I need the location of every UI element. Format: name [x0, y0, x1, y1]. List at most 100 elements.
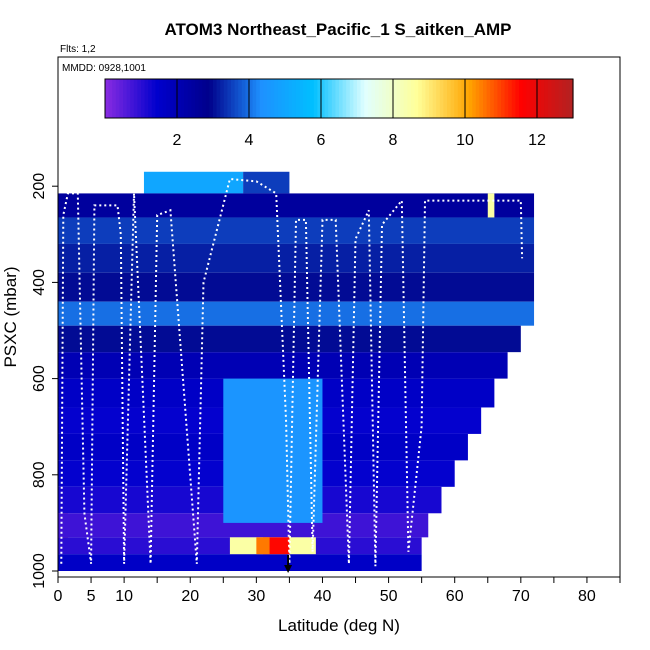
x-tick-label: 80 [578, 588, 596, 605]
colorbar-segment [540, 79, 545, 118]
colorbar-segment [205, 79, 210, 118]
colorbar-segment [429, 79, 434, 118]
colorbar-segment [130, 79, 135, 118]
colorbar-segment [555, 79, 560, 118]
colorbar-segment [177, 79, 182, 118]
colorbar-segment [364, 79, 369, 118]
colorbar-segment [241, 79, 246, 118]
colorbar-segment [159, 79, 164, 118]
colorbar-segment [414, 79, 419, 118]
colorbar-segment [475, 79, 480, 118]
colorbar-segment [504, 79, 509, 118]
colorbar-segment [141, 79, 146, 118]
colorbar-segment [454, 79, 459, 118]
colorbar-segment [407, 79, 412, 118]
colorbar-segment [317, 79, 322, 118]
x-tick-label: 50 [380, 588, 398, 605]
colorbar-segment [223, 79, 228, 118]
colorbar-segment [292, 79, 297, 118]
colorbar-segment [367, 79, 372, 118]
colorbar-segment [151, 79, 156, 118]
colorbar-segment [198, 79, 203, 118]
colorbar-segment [411, 79, 416, 118]
colorbar-segment [191, 79, 196, 118]
colorbar-segment [202, 79, 207, 118]
x-tick-label: 0 [54, 588, 63, 605]
colorbar-segment [418, 79, 423, 118]
colorbar-segment [162, 79, 167, 118]
x-tick-label: 30 [247, 588, 265, 605]
colorbar-segment [277, 79, 282, 118]
colorbar-tick-label: 12 [528, 132, 546, 149]
colorbar-segment [447, 79, 452, 118]
colorbar-segment [169, 79, 174, 118]
colorbar-segment [371, 79, 376, 118]
colorbar-segment [148, 79, 153, 118]
colorbar-segment [479, 79, 484, 118]
colorbar-segment [310, 79, 315, 118]
colorbar-segment [115, 79, 120, 118]
colorbar-segment [490, 79, 495, 118]
colorbar-segment [493, 79, 498, 118]
colorbar-segment [187, 79, 192, 118]
colorbar-segment [522, 79, 527, 118]
flight-track [60, 177, 524, 567]
colorbar-segment [468, 79, 473, 118]
y-tick-label: 600 [31, 365, 48, 392]
colorbar-segment [389, 79, 394, 118]
colorbar-segment [565, 79, 570, 118]
colorbar-segment [184, 79, 189, 118]
flights-annotation: Flts: 1,2 [60, 44, 96, 55]
y-tick-label: 800 [31, 461, 48, 488]
colorbar: 2 4 6 8 10 12 [104, 78, 574, 149]
colorbar-segment [119, 79, 124, 118]
colorbar-segment [382, 79, 387, 118]
colorbar-segment [285, 79, 290, 118]
colorbar-segment [105, 79, 110, 118]
colorbar-tick-label: 6 [317, 132, 326, 149]
colorbar-segment [519, 79, 524, 118]
x-tick-label: 10 [115, 588, 133, 605]
colorbar-segment [537, 79, 542, 118]
colorbar-segment [515, 79, 520, 118]
colorbar-segment [245, 79, 250, 118]
colorbar-segment [547, 79, 552, 118]
colorbar-segment [306, 79, 311, 118]
colorbar-segment [112, 79, 117, 118]
colorbar-segment [439, 79, 444, 118]
colorbar-segment [137, 79, 142, 118]
heatmap-cell [58, 243, 535, 273]
colorbar-segment [213, 79, 218, 118]
heatmap-cell [58, 193, 535, 218]
heatmap-cell [143, 171, 244, 194]
colorbar-segment [511, 79, 516, 118]
colorbar-segment [342, 79, 347, 118]
colorbar-segment [281, 79, 286, 118]
colorbar-segment [335, 79, 340, 118]
colorbar-tick-label: 10 [456, 132, 474, 149]
heatmap-cell [58, 272, 535, 302]
colorbar-segment [227, 79, 232, 118]
colorbar-segment [483, 79, 488, 118]
heatmap-cell [487, 193, 495, 218]
colorbar-segment [144, 79, 149, 118]
y-axis-label: PSXC (mbar) [1, 266, 20, 367]
colorbar-segment [508, 79, 513, 118]
plot-frame [57, 56, 621, 578]
colorbar-segment [378, 79, 383, 118]
colorbar-segment [324, 79, 329, 118]
x-tick-label: 60 [446, 588, 464, 605]
y-axis: 200 400 600 800 1000 [31, 173, 58, 589]
x-tick-label: 5 [87, 588, 96, 605]
colorbar-segment [353, 79, 358, 118]
x-tick-label: 20 [181, 588, 199, 605]
colorbar-segment [238, 79, 243, 118]
colorbar-segment [400, 79, 405, 118]
colorbar-segment [288, 79, 293, 118]
colorbar-segment [403, 79, 408, 118]
colorbar-segment [303, 79, 308, 118]
colorbar-segment [465, 79, 470, 118]
date-annotation: MMDD: 0928,1001 [62, 63, 146, 74]
colorbar-segment [569, 79, 574, 118]
